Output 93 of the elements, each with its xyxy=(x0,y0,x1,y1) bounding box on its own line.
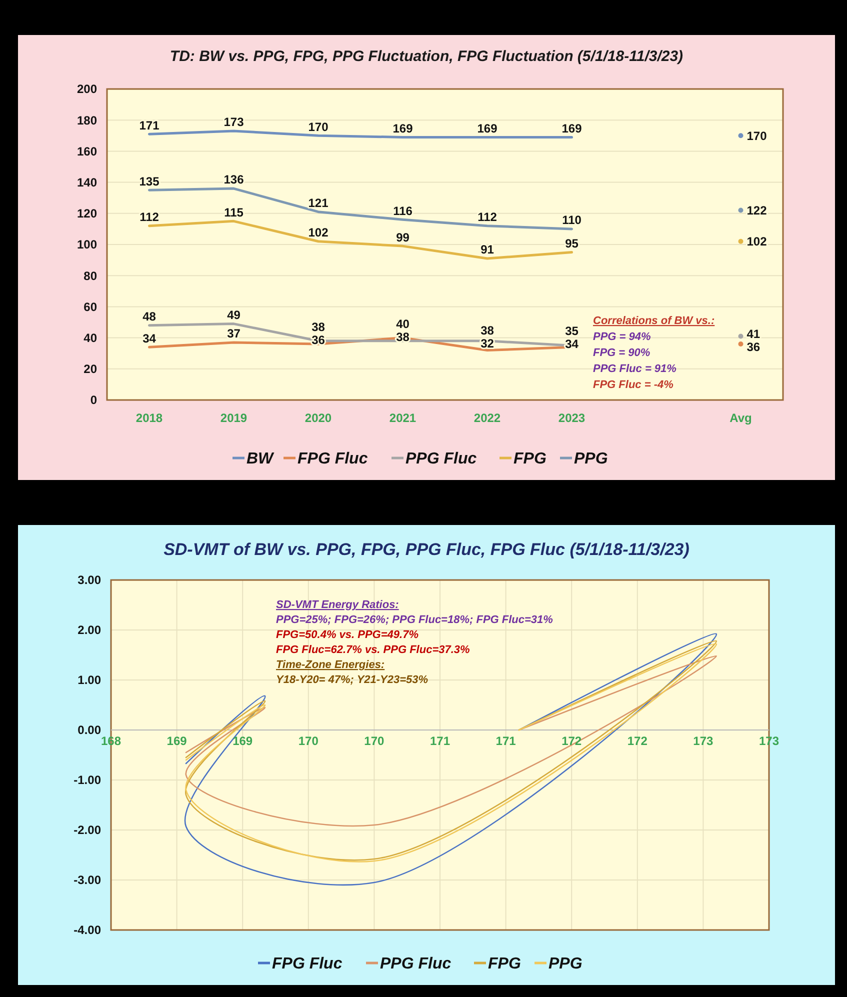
x-tick-label: 2019 xyxy=(220,411,248,425)
data-label: 173 xyxy=(224,115,244,130)
data-label: 35 xyxy=(565,324,579,338)
x-tick-label: 171 xyxy=(496,734,516,748)
data-label: 110 xyxy=(562,213,582,228)
data-label: 170 xyxy=(746,128,768,143)
annotation: SD-VMT Energy Ratios: xyxy=(276,599,400,611)
legend-label: PPG xyxy=(548,956,582,973)
y-tick-label: 60 xyxy=(84,300,98,314)
data-label: 40 xyxy=(396,317,410,332)
y-tick-label: 140 xyxy=(76,176,98,190)
y-tick-label: 200 xyxy=(76,82,98,96)
y-tick-label: 1.00 xyxy=(78,673,102,688)
legend-label: FPG Fluc xyxy=(298,450,368,468)
data-label: 112 xyxy=(140,210,160,224)
y-tick-label: 80 xyxy=(84,268,98,283)
data-label: 102 xyxy=(746,234,768,249)
line-series xyxy=(185,655,718,827)
y-tick-label: 120 xyxy=(76,206,98,221)
y-tick-label: 20 xyxy=(84,362,98,376)
data-label: 171 xyxy=(139,118,160,132)
x-tick-label: 2020 xyxy=(304,411,332,425)
data-label: 112 xyxy=(478,210,498,224)
data-label: 169 xyxy=(392,121,414,136)
legend-label: FPG xyxy=(488,956,521,973)
legend-label: FPG Fluc xyxy=(272,956,342,973)
y-tick-label: -4.00 xyxy=(74,923,102,938)
data-label: 122 xyxy=(746,203,768,218)
x-tick-label: 2022 xyxy=(474,411,501,425)
data-label: 38 xyxy=(396,330,410,344)
annotation: Time-Zone Energies: xyxy=(276,659,385,671)
data-label: 32 xyxy=(480,336,494,350)
data-label: 99 xyxy=(396,230,410,244)
y-tick-label: 0 xyxy=(90,393,98,408)
data-label: 36 xyxy=(746,340,760,354)
y-tick-label: 2.00 xyxy=(78,623,102,638)
annotation: FPG=50.4% vs. PPG=49.7% xyxy=(276,629,419,641)
annotation: PPG=25%; FPG=26%; PPG Fluc=18%; FPG Fluc=31% xyxy=(276,614,554,626)
data-label: 136 xyxy=(224,172,244,187)
y-tick-label: -2.00 xyxy=(74,823,102,838)
data-label: 37 xyxy=(227,326,241,341)
y-tick-label: 0.00 xyxy=(78,723,102,738)
data-label: 41 xyxy=(746,326,760,341)
x-tick-label: 2023 xyxy=(558,411,586,425)
x-tick-label: Avg xyxy=(730,411,752,425)
data-label: 34 xyxy=(565,337,579,352)
y-tick-label: -1.00 xyxy=(74,773,102,788)
annotation: PPG Fluc = 91% xyxy=(593,363,677,375)
annotation: Y18-Y20= 47%; Y21-Y23=53% xyxy=(276,674,428,686)
y-tick-label: 100 xyxy=(76,238,98,252)
data-label: 115 xyxy=(224,205,244,220)
x-tick-label: 173 xyxy=(693,734,714,748)
x-tick-label: 170 xyxy=(364,734,385,748)
data-label: 169 xyxy=(477,121,498,136)
chart-title: SD-VMT of BW vs. PPG, FPG, PPG Fluc, FPG Fluc (5/1/18-11/3/23) xyxy=(164,540,690,559)
data-label: 169 xyxy=(562,121,582,136)
x-tick-label: 170 xyxy=(298,734,319,748)
data-label: 91 xyxy=(480,242,494,257)
annotation: FPG Fluc = -4% xyxy=(593,379,674,391)
x-tick-label: 171 xyxy=(430,734,450,748)
data-label: 38 xyxy=(312,320,326,334)
y-tick-label: 180 xyxy=(76,113,98,128)
data-label: 135 xyxy=(139,174,160,188)
data-label: 116 xyxy=(393,204,413,218)
annotation: FPG = 90% xyxy=(593,347,650,359)
data-label: 38 xyxy=(480,323,494,338)
data-label: 170 xyxy=(308,120,329,134)
data-label: 36 xyxy=(312,333,326,348)
data-label: 34 xyxy=(142,331,156,346)
chart-title: TD: BW vs. PPG, FPG, PPG Fluctuation, FPG Fluctuation (5/1/18-11/3/23) xyxy=(170,48,684,65)
x-tick-label: 169 xyxy=(166,734,188,748)
legend-label: PPG xyxy=(574,450,608,468)
legend-label: BW xyxy=(246,450,276,468)
y-tick-label: 40 xyxy=(84,331,98,345)
x-tick-label: 2018 xyxy=(136,411,163,425)
y-tick-label: 160 xyxy=(76,144,98,158)
x-tick-label: 172 xyxy=(562,734,582,748)
x-tick-label: 169 xyxy=(232,734,253,748)
annotation: Correlations of BW vs.: xyxy=(593,315,715,327)
legend-label: FPG xyxy=(514,450,546,468)
annotation: PPG = 94% xyxy=(593,331,651,343)
legend-label: PPG Fluc xyxy=(406,450,477,468)
y-tick-label: -3.00 xyxy=(74,873,102,888)
x-tick-label: 2021 xyxy=(389,411,416,425)
annotation: FPG Fluc=62.7% vs. PPG Fluc=37.3% xyxy=(276,644,470,656)
legend-label: PPG Fluc xyxy=(380,956,452,973)
data-label: 49 xyxy=(227,308,241,322)
y-tick-label: 3.00 xyxy=(78,573,102,588)
data-label: 121 xyxy=(308,196,329,210)
data-label: 95 xyxy=(565,236,579,250)
data-label: 48 xyxy=(142,310,156,324)
data-label: 102 xyxy=(308,226,329,240)
x-tick-label: 172 xyxy=(627,734,648,748)
